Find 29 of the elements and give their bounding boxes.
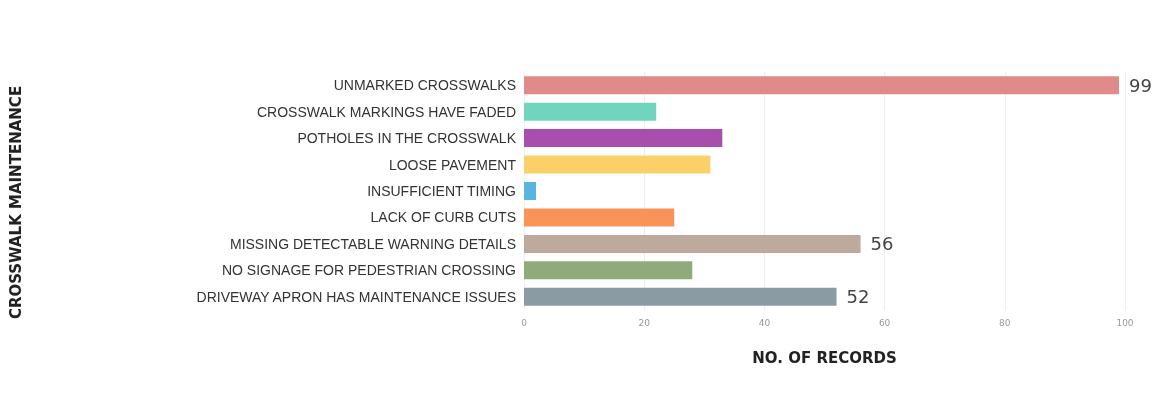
y-tick-label: LACK OF CURB CUTS [370,209,516,226]
y-tick-label: MISSING DETECTABLE WARNING DETAILS [229,235,516,252]
y-tick-label: UNMARKED CROSSWALKS [333,77,516,94]
x-tick-label: 100 [1116,317,1134,328]
y-tick-label: INSUFFICIENT TIMING [367,183,516,199]
data-label: 56 [870,233,894,255]
data-label: 52 [846,286,870,308]
bar [524,102,657,121]
x-tick-label: 80 [999,317,1011,328]
y-tick-label: NO SIGNAGE FOR PEDESTRIAN CROSSING [221,262,516,279]
y-tick-label: CROSSWALK MARKINGS HAVE FADED [256,103,516,120]
bar [524,234,861,253]
bar [524,129,723,148]
x-tick-label: 20 [638,317,651,328]
y-tick-label: POTHOLES IN THE CROSSWALK [297,130,517,147]
bar [524,76,1119,95]
x-axis-title: NO. OF RECORDS [752,348,897,367]
data-label: 99 [1128,74,1152,96]
x-tick-label: 0 [521,317,528,328]
bar [524,287,837,306]
x-tick-label: 40 [758,317,771,328]
bar [524,208,675,227]
bar [524,155,711,174]
x-tick-label: 60 [878,317,891,328]
y-tick-label: DRIVEWAY APRON HAS MAINTENANCE ISSUES [196,288,516,305]
bar [524,261,693,280]
y-tick-label: LOOSE PAVEMENT [388,156,517,173]
bar [524,182,537,200]
text: CROSSWALK MAINTENANCE [6,85,25,320]
